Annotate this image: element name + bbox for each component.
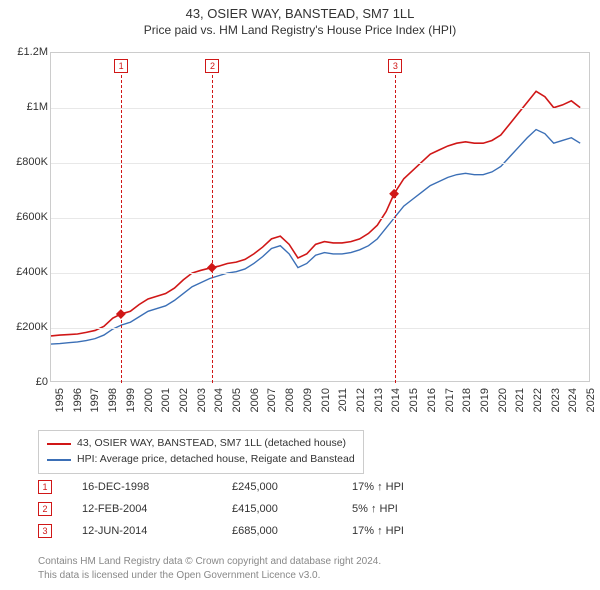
sale-marker-line xyxy=(212,75,213,383)
legend-row: HPI: Average price, detached house, Reig… xyxy=(47,452,355,468)
x-tick-label: 2021 xyxy=(514,388,526,412)
sale-marker-badge: 1 xyxy=(114,59,128,73)
sale-row: 2 12-FEB-2004£415,0005% ↑ HPI xyxy=(38,498,452,520)
gridline-h xyxy=(51,108,589,109)
footer-line1: Contains HM Land Registry data © Crown c… xyxy=(38,555,381,569)
plot-svg xyxy=(51,53,589,381)
legend-swatch xyxy=(47,443,71,445)
y-tick-label: £400K xyxy=(4,266,48,278)
x-tick-label: 2011 xyxy=(337,388,349,412)
sale-row-badge: 2 xyxy=(38,502,52,516)
sale-marker-line xyxy=(121,75,122,383)
sale-row-date: 12-JUN-2014 xyxy=(82,525,232,537)
x-tick-label: 2019 xyxy=(479,388,491,412)
x-tick-label: 2024 xyxy=(567,388,579,412)
plot-area: 1 2 3 xyxy=(50,52,590,382)
x-tick-label: 2006 xyxy=(249,388,261,412)
footer-attribution: Contains HM Land Registry data © Crown c… xyxy=(38,555,381,582)
y-tick-label: £1.2M xyxy=(4,46,48,58)
sale-row-badge: 3 xyxy=(38,524,52,538)
y-tick-label: £200K xyxy=(4,321,48,333)
x-tick-label: 2012 xyxy=(355,388,367,412)
x-tick-label: 2001 xyxy=(160,388,172,412)
footer-line2: This data is licensed under the Open Gov… xyxy=(38,569,381,583)
sale-row-diff: 5% ↑ HPI xyxy=(352,503,452,515)
x-tick-label: 2004 xyxy=(213,388,225,412)
legend-swatch xyxy=(47,459,71,461)
chart-subtitle: Price paid vs. HM Land Registry's House … xyxy=(0,21,600,43)
y-tick-label: £1M xyxy=(4,101,48,113)
x-tick-label: 2005 xyxy=(231,388,243,412)
x-tick-label: 2016 xyxy=(426,388,438,412)
sale-marker-point xyxy=(389,189,399,199)
x-tick-label: 2020 xyxy=(497,388,509,412)
sale-marker-line xyxy=(395,75,396,383)
sale-row-diff: 17% ↑ HPI xyxy=(352,525,452,537)
gridline-h xyxy=(51,163,589,164)
y-tick-label: £600K xyxy=(4,211,48,223)
legend: 43, OSIER WAY, BANSTEAD, SM7 1LL (detach… xyxy=(38,430,364,474)
x-tick-label: 2008 xyxy=(284,388,296,412)
sale-row: 3 12-JUN-2014£685,00017% ↑ HPI xyxy=(38,520,452,542)
sale-marker-badge: 2 xyxy=(205,59,219,73)
sale-row-date: 12-FEB-2004 xyxy=(82,503,232,515)
y-tick-label: £800K xyxy=(4,156,48,168)
x-tick-label: 1997 xyxy=(89,388,101,412)
x-tick-label: 1999 xyxy=(125,388,137,412)
x-tick-label: 2013 xyxy=(373,388,385,412)
sales-table: 116-DEC-1998£245,00017% ↑ HPI212-FEB-200… xyxy=(38,476,452,542)
x-tick-label: 2014 xyxy=(390,388,402,412)
sale-row-date: 16-DEC-1998 xyxy=(82,481,232,493)
x-tick-label: 1995 xyxy=(54,388,66,412)
legend-label: HPI: Average price, detached house, Reig… xyxy=(77,452,355,468)
x-tick-label: 2018 xyxy=(461,388,473,412)
gridline-h xyxy=(51,218,589,219)
x-tick-label: 1996 xyxy=(72,388,84,412)
x-tick-label: 2010 xyxy=(320,388,332,412)
legend-row: 43, OSIER WAY, BANSTEAD, SM7 1LL (detach… xyxy=(47,436,355,452)
sale-row-diff: 17% ↑ HPI xyxy=(352,481,452,493)
sale-marker-badge: 3 xyxy=(388,59,402,73)
y-tick-label: £0 xyxy=(4,376,48,388)
series-line xyxy=(51,91,580,336)
sale-row-price: £245,000 xyxy=(232,481,352,493)
x-tick-label: 2015 xyxy=(408,388,420,412)
x-tick-label: 2007 xyxy=(266,388,278,412)
x-tick-label: 2023 xyxy=(550,388,562,412)
x-tick-label: 2003 xyxy=(196,388,208,412)
x-tick-label: 2002 xyxy=(178,388,190,412)
sale-row-price: £685,000 xyxy=(232,525,352,537)
x-tick-label: 2009 xyxy=(302,388,314,412)
gridline-h xyxy=(51,328,589,329)
gridline-h xyxy=(51,273,589,274)
legend-label: 43, OSIER WAY, BANSTEAD, SM7 1LL (detach… xyxy=(77,436,346,452)
x-tick-label: 2017 xyxy=(444,388,456,412)
sale-row-badge: 1 xyxy=(38,480,52,494)
sale-row-price: £415,000 xyxy=(232,503,352,515)
x-tick-label: 2025 xyxy=(585,388,597,412)
x-tick-label: 2022 xyxy=(532,388,544,412)
x-tick-label: 2000 xyxy=(143,388,155,412)
chart-title: 43, OSIER WAY, BANSTEAD, SM7 1LL xyxy=(0,0,600,21)
sale-row: 1 16-DEC-1998£245,00017% ↑ HPI xyxy=(38,476,452,498)
x-tick-label: 1998 xyxy=(107,388,119,412)
